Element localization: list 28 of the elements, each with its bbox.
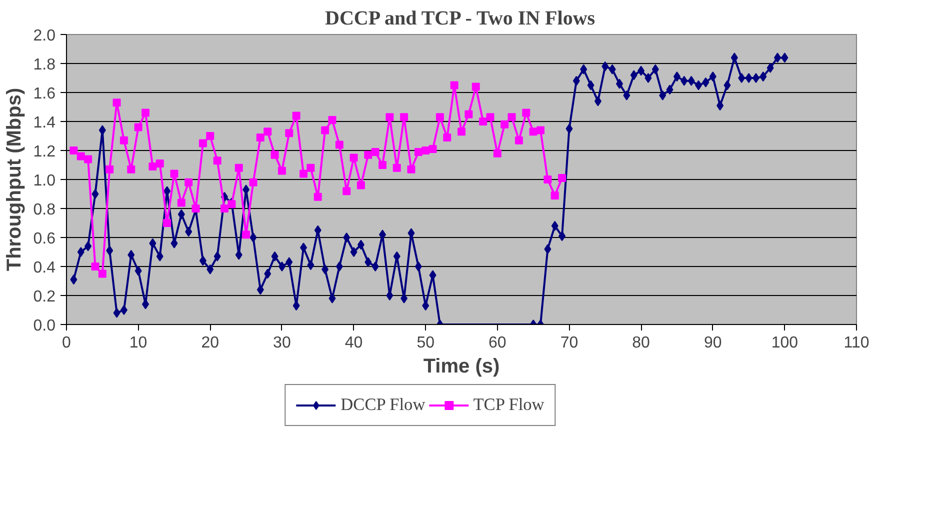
x-tick-label: 0: [62, 334, 72, 352]
x-tick-label: 40: [344, 334, 363, 352]
x-tick-label: 70: [560, 334, 578, 352]
x-tick-label: 30: [273, 334, 291, 352]
y-tick-label: 1.2: [33, 144, 56, 160]
y-tick-label: 2.0: [33, 28, 56, 44]
y-tick-label: 0.8: [33, 202, 56, 218]
y-tick-label: 1.8: [33, 56, 56, 74]
x-tick-label: 100: [771, 334, 798, 352]
legend-label: TCP Flow: [473, 395, 544, 415]
x-tick-label: 10: [129, 334, 148, 352]
x-tick-label: 60: [488, 334, 506, 352]
x-tick-label: 80: [632, 334, 650, 352]
y-axis-title: Throughput (Mbps): [3, 88, 26, 272]
legend-label: DCCP Flow: [340, 395, 426, 415]
chart-title: DCCP and TCP - Two IN Flows: [325, 8, 596, 30]
y-tick-label: 0.6: [33, 230, 56, 248]
y-tick-label: 1.4: [33, 114, 56, 132]
x-tick-label: 20: [201, 334, 220, 352]
x-axis-title: Time (s): [423, 356, 500, 378]
y-tick-label: 0.2: [33, 288, 56, 306]
x-tick-label: 90: [704, 334, 722, 352]
y-tick-label: 1.0: [33, 172, 56, 190]
y-tick-label: 1.6: [33, 86, 56, 102]
y-tick-label: 0.0: [33, 318, 56, 334]
x-tick-label: 50: [416, 334, 435, 352]
y-tick-label: 0.4: [33, 260, 56, 276]
x-tick-label: 110: [844, 334, 870, 352]
